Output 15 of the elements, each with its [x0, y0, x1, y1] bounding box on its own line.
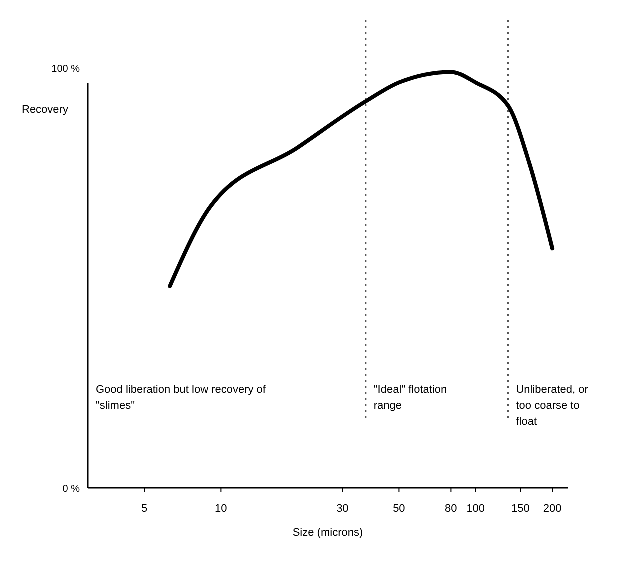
x-tick-label: 10	[215, 503, 228, 515]
x-tick-label: 5	[141, 503, 148, 515]
y-tick-label: 100 %	[52, 64, 80, 75]
x-tick-label: 200	[543, 503, 562, 515]
annotation: Unliberated, or too coarse to float	[516, 384, 589, 428]
annotation: "Ideal" flotation range	[374, 384, 448, 412]
x-tick-label: 50	[393, 503, 406, 515]
annotation: Good liberation but low recovery of "slimes"	[96, 384, 267, 412]
x-tick-label: 150	[512, 503, 530, 515]
x-tick-label: 100	[466, 503, 486, 515]
y-axis-title: Recovery	[22, 104, 69, 116]
y-tick-label: 0 %	[62, 484, 80, 495]
x-tick-label: 80	[445, 503, 458, 515]
x-axis-title: Size (microns)	[292, 527, 364, 539]
x-tick-label: 30	[336, 503, 349, 515]
